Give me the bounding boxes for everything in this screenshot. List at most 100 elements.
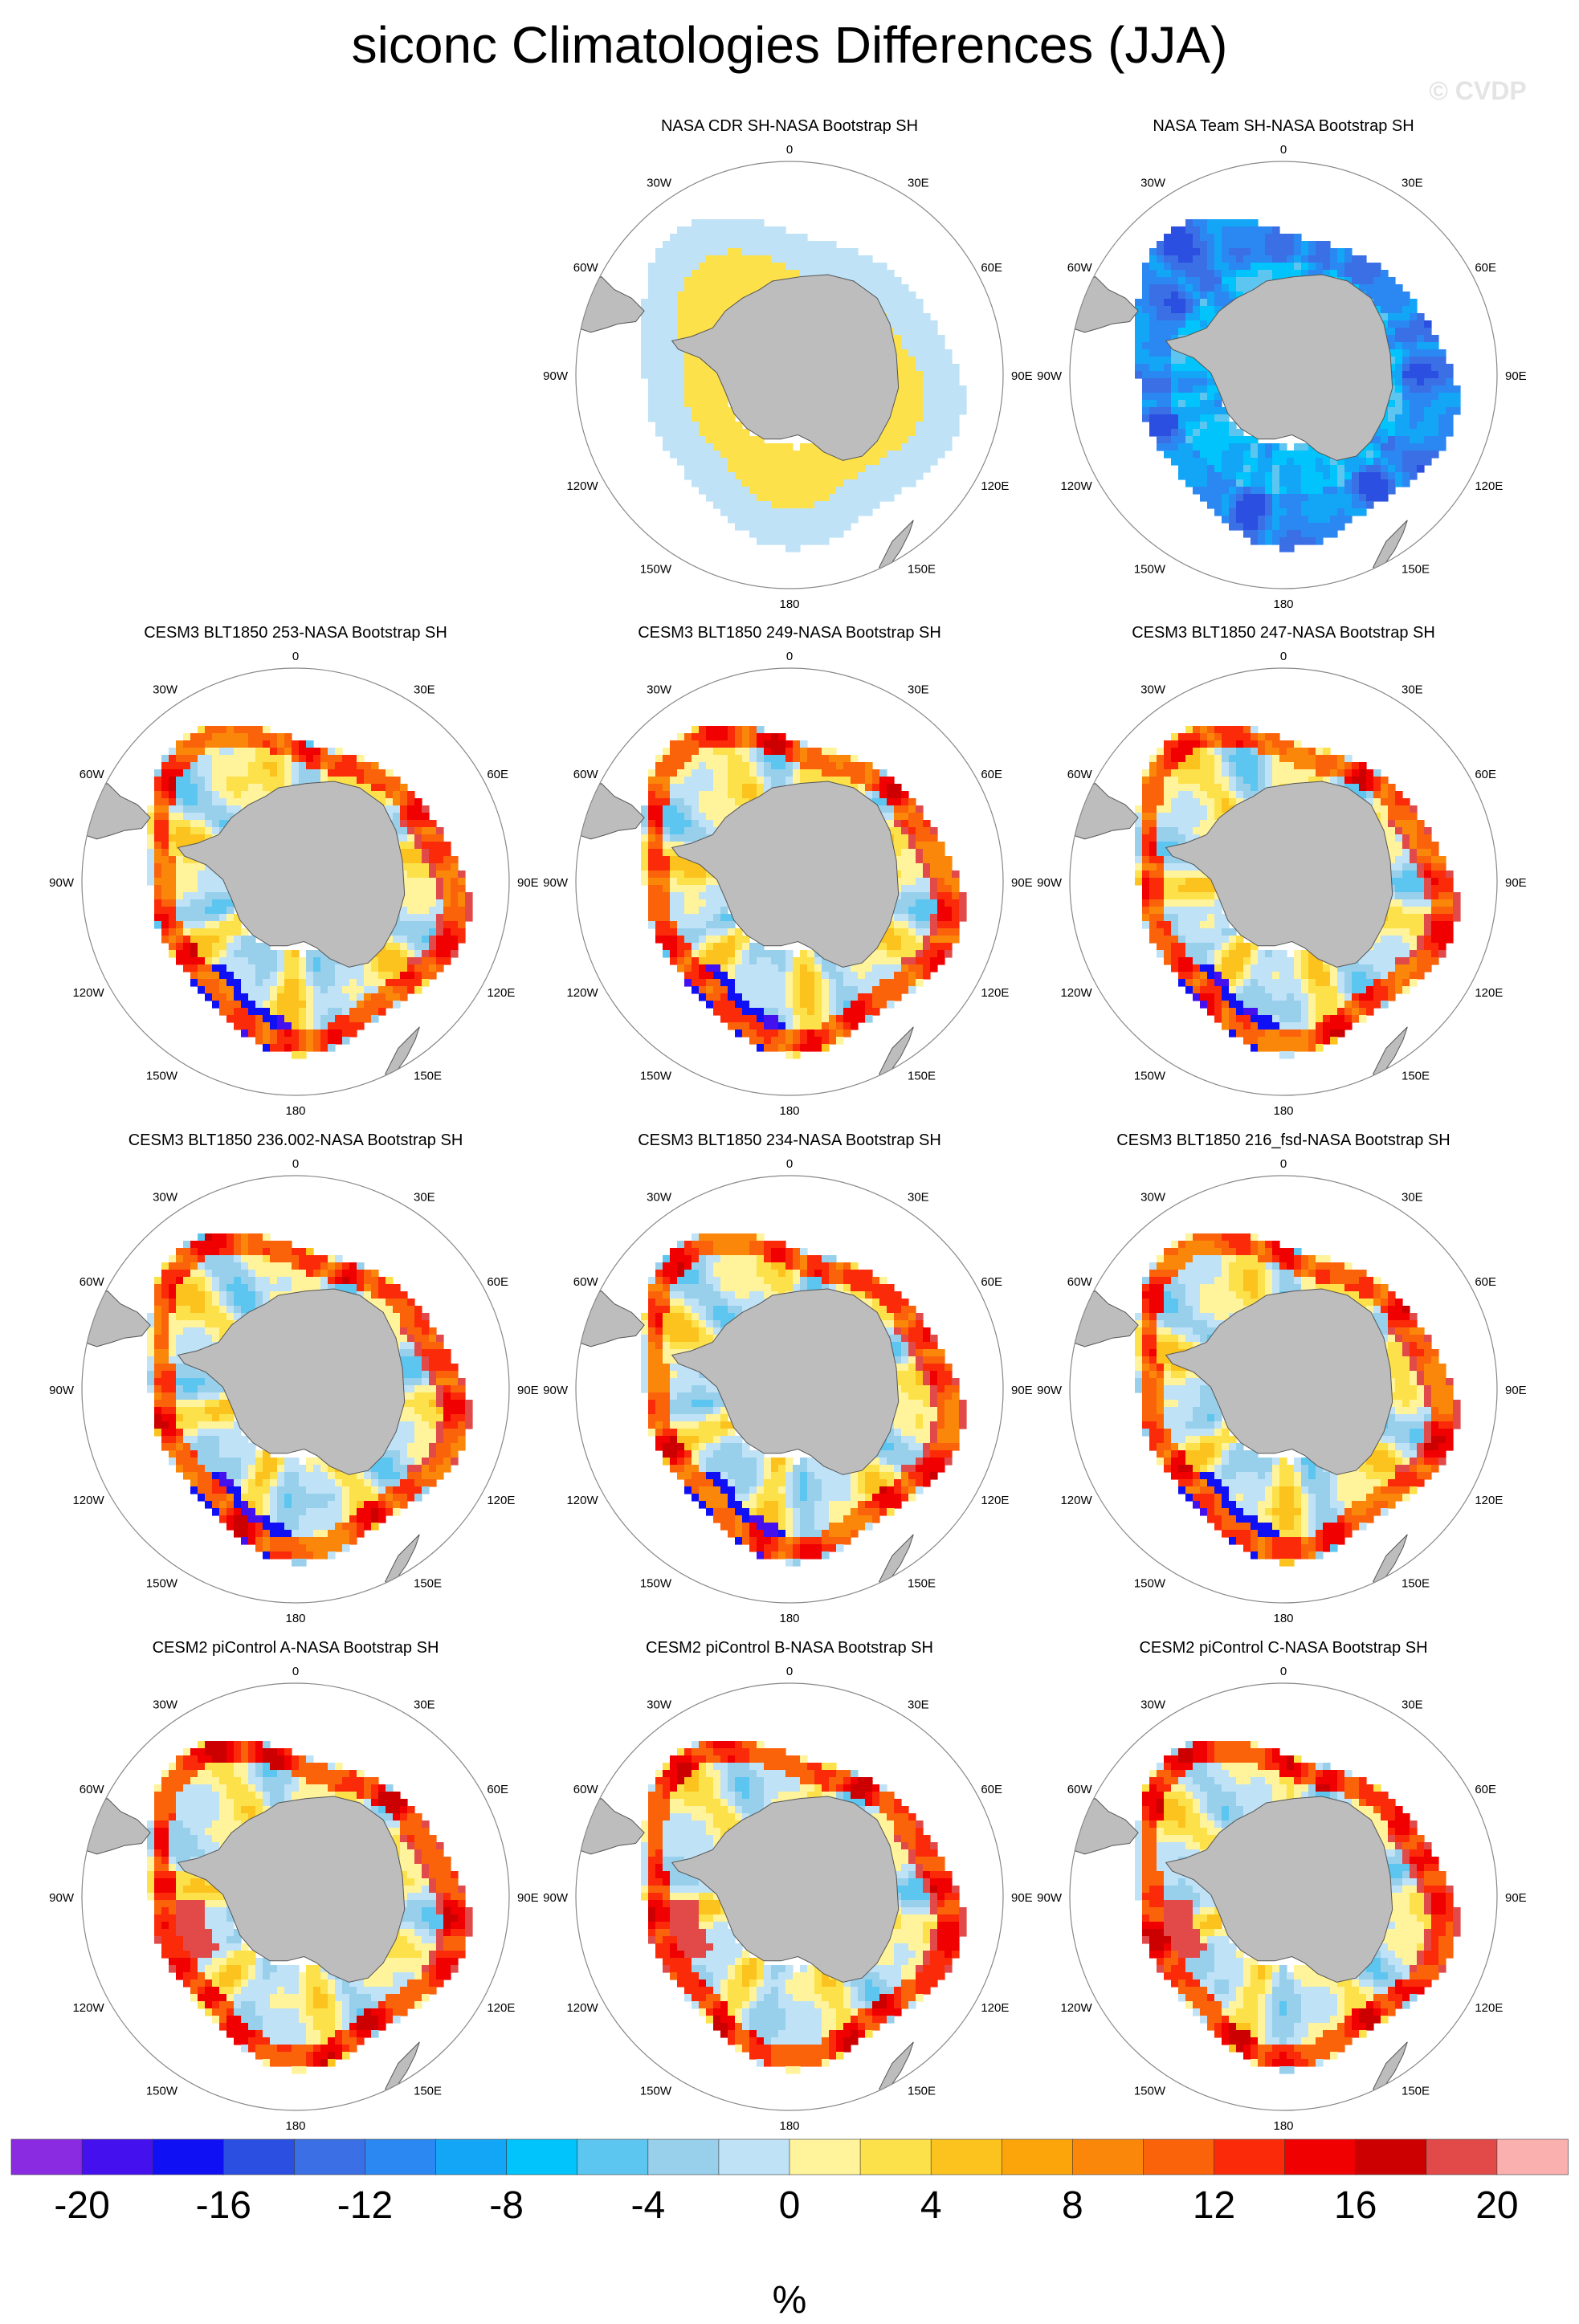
panel-title: CESM2 piControl C-NASA Bootstrap SH [1139, 1639, 1427, 1657]
colorbar-swatch [859, 2138, 932, 2175]
colorbar-swatch [1284, 2138, 1357, 2175]
longitude-label: 120W [1060, 2001, 1092, 2015]
longitude-label: 30W [647, 683, 672, 697]
map-boundary [81, 667, 510, 1096]
colorbar-swatch [365, 2138, 437, 2175]
longitude-label: 0 [1280, 1665, 1287, 1678]
map-boundary [575, 1682, 1004, 2111]
map-boundary [575, 667, 1004, 1096]
longitude-label: 30W [153, 1698, 178, 1712]
antarctica-landmass [671, 1796, 900, 1983]
longitude-label: 150E [1402, 562, 1430, 576]
longitude-label: 180 [1273, 2119, 1293, 2133]
colorbar-swatch [930, 2138, 1003, 2175]
south-america-landmass [1071, 1290, 1139, 1348]
longitude-label: 120E [1475, 1494, 1503, 1507]
new-zealand-landmass [1373, 1534, 1408, 1587]
colorbar-swatch [506, 2138, 578, 2175]
sea-ice-field [576, 1683, 1003, 2110]
new-zealand-landmass [879, 2041, 914, 2094]
longitude-label: 120W [1060, 1494, 1092, 1507]
longitude-label: 30E [908, 177, 929, 190]
longitude-label: 150E [414, 1069, 442, 1082]
map-panel: CESM3 BLT1850 216_fsd-NASA Bootstrap SH 0… [1037, 1131, 1527, 1625]
map-panel: CESM3 BLT1850 253-NASA Bootstrap SH 0 180 9… [49, 624, 539, 1118]
longitude-label: 150W [640, 2084, 672, 2098]
longitude-label: 90E [1011, 369, 1033, 383]
longitude-label: 90W [49, 876, 75, 890]
longitude-label: 60E [981, 261, 1002, 275]
colorbar-tick-label: -20 [54, 2184, 109, 2227]
longitude-label: 180 [1273, 597, 1293, 611]
longitude-label: 0 [1280, 143, 1287, 157]
map-boundary [575, 1175, 1004, 1604]
longitude-label: 60E [981, 1275, 1002, 1289]
longitude-label: 120E [487, 986, 515, 1000]
longitude-label: 120E [1475, 479, 1503, 493]
sea-ice-field [576, 161, 1003, 589]
new-zealand-landmass [1373, 2041, 1408, 2094]
longitude-label: 90E [1011, 876, 1033, 890]
longitude-label: 30E [1402, 1698, 1423, 1712]
sea-ice-field [1070, 161, 1497, 589]
colorbar-tick-label: 4 [920, 2184, 942, 2227]
longitude-label: 120E [487, 1494, 515, 1507]
longitude-label: 90E [517, 1891, 539, 1905]
colorbar-tick-label: -16 [196, 2184, 251, 2227]
longitude-label: 150E [414, 2084, 442, 2098]
longitude-label: 90W [1037, 876, 1063, 890]
longitude-label: 120E [981, 479, 1009, 493]
longitude-label: 0 [786, 1157, 793, 1171]
longitude-label: 90E [1505, 1384, 1527, 1397]
longitude-label: 0 [292, 650, 299, 663]
longitude-label: 30W [647, 1698, 672, 1712]
south-america-landmass [84, 783, 151, 840]
panel-title: CESM3 BLT1850 236.002-NASA Bootstrap SH [129, 1131, 463, 1149]
longitude-label: 120E [487, 2001, 515, 2015]
panel-title: CESM3 BLT1850 253-NASA Bootstrap SH [144, 624, 447, 642]
panel-title: NASA Team SH-NASA Bootstrap SH [1153, 117, 1414, 135]
longitude-label: 150E [414, 1576, 442, 1590]
map-panel: CESM2 piControl A-NASA Bootstrap SH 0 180 9… [49, 1639, 539, 2133]
map-panel: CESM2 piControl B-NASA Bootstrap SH 0 180 9… [543, 1639, 1033, 2133]
south-america-landmass [577, 276, 645, 333]
longitude-label: 0 [292, 1157, 299, 1171]
antarctica-landmass [671, 781, 900, 968]
longitude-label: 60E [1475, 768, 1496, 781]
colorbar-tick-label: 0 [779, 2184, 801, 2227]
longitude-label: 150W [1134, 2084, 1166, 2098]
sea-ice-field [576, 1176, 1003, 1603]
colorbar-tick-label: -8 [489, 2184, 524, 2227]
longitude-label: 150E [908, 562, 936, 576]
longitude-label: 120W [72, 2001, 104, 2015]
longitude-label: 120E [981, 986, 1009, 1000]
south-america-landmass [1071, 783, 1139, 840]
antarctica-landmass [671, 1288, 900, 1475]
longitude-label: 150W [640, 1069, 672, 1082]
longitude-label: 150E [908, 1576, 936, 1590]
colorbar-swatch [1355, 2138, 1427, 2175]
new-zealand-landmass [385, 2041, 420, 2094]
longitude-label: 30E [414, 683, 435, 697]
longitude-label: 60W [573, 1275, 599, 1289]
longitude-label: 120W [1060, 986, 1092, 1000]
longitude-label: 60W [1067, 1275, 1093, 1289]
longitude-label: 150E [1402, 1576, 1430, 1590]
longitude-label: 180 [779, 1612, 799, 1625]
antarctica-landmass [1165, 1288, 1393, 1475]
south-america-landmass [577, 1798, 645, 1855]
colorbar-swatch [294, 2138, 366, 2175]
figure-title: siconc Climatologies Differences (JJA) [352, 16, 1228, 74]
longitude-label: 120W [1060, 479, 1092, 493]
map-boundary [575, 161, 1004, 589]
longitude-label: 90E [1505, 876, 1527, 890]
colorbar-tick-label: 8 [1062, 2184, 1083, 2227]
antarctica-landmass [1165, 1796, 1393, 1983]
panel-title: CESM2 piControl B-NASA Bootstrap SH [646, 1639, 933, 1657]
south-america-landmass [84, 1798, 151, 1855]
longitude-label: 60W [573, 768, 599, 781]
map-panels: NASA CDR SH-NASA Bootstrap SH 0 180 90W 90E 3… [49, 117, 1527, 2133]
longitude-label: 90W [1037, 1384, 1063, 1397]
longitude-label: 180 [1273, 1104, 1293, 1118]
